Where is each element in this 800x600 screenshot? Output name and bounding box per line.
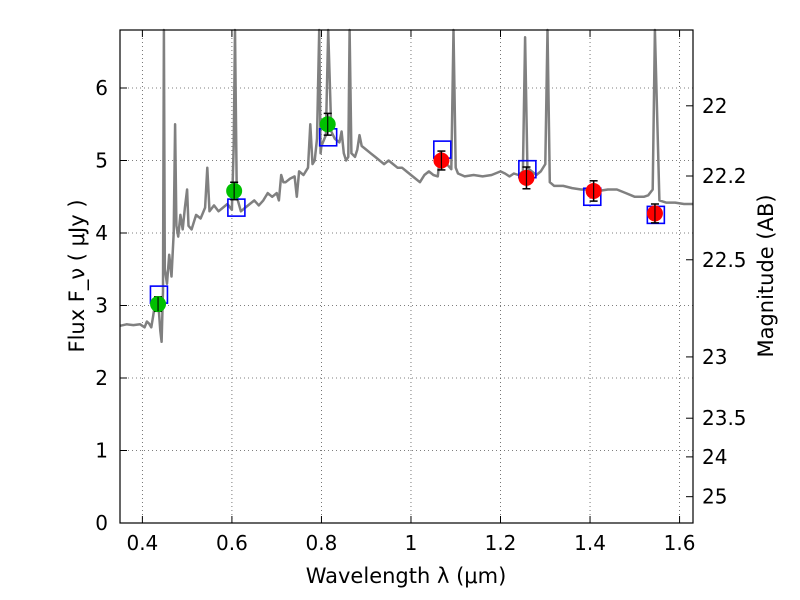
y2-tick-label: 22 bbox=[702, 94, 727, 118]
plot-frame bbox=[119, 29, 694, 524]
x-axis-title: Wavelength λ (μm) bbox=[306, 564, 507, 588]
y2-tick-label: 22.5 bbox=[702, 248, 747, 272]
y-axis-title: Flux F_ν ( μJy ) bbox=[65, 199, 90, 352]
y2-tick-label: 25 bbox=[702, 485, 727, 509]
y2-axis-title: Magnitude (AB) bbox=[754, 194, 778, 357]
y-tick-label: 1 bbox=[95, 439, 108, 463]
y2-tick-label: 23 bbox=[702, 345, 727, 369]
x-tick-label: 1.2 bbox=[485, 531, 517, 555]
x-tick-label: 0.8 bbox=[306, 531, 338, 555]
y2-tick-label: 22.2 bbox=[702, 164, 747, 188]
x-tick-label: 0.4 bbox=[126, 531, 158, 555]
y-tick-label: 3 bbox=[95, 294, 108, 318]
y-tick-label: 4 bbox=[95, 221, 108, 245]
y2-tick-label: 23.5 bbox=[702, 406, 747, 430]
x-tick-label: 0.6 bbox=[216, 531, 248, 555]
axis-ticks: 0.4 0.6 0.8 1 1.2 1.4 1.601234562222.222.52323… bbox=[95, 30, 747, 555]
y-tick-label: 0 bbox=[95, 511, 108, 535]
x-tick-label: 1.4 bbox=[574, 531, 606, 555]
x-tick-label: 1 bbox=[405, 531, 418, 555]
y2-tick-label: 24 bbox=[702, 445, 727, 469]
x-tick-label: 1.6 bbox=[664, 531, 696, 555]
observed-series bbox=[150, 112, 663, 313]
y-tick-label: 2 bbox=[95, 366, 108, 390]
y-tick-label: 5 bbox=[95, 149, 108, 173]
y-tick-label: 6 bbox=[95, 76, 108, 100]
